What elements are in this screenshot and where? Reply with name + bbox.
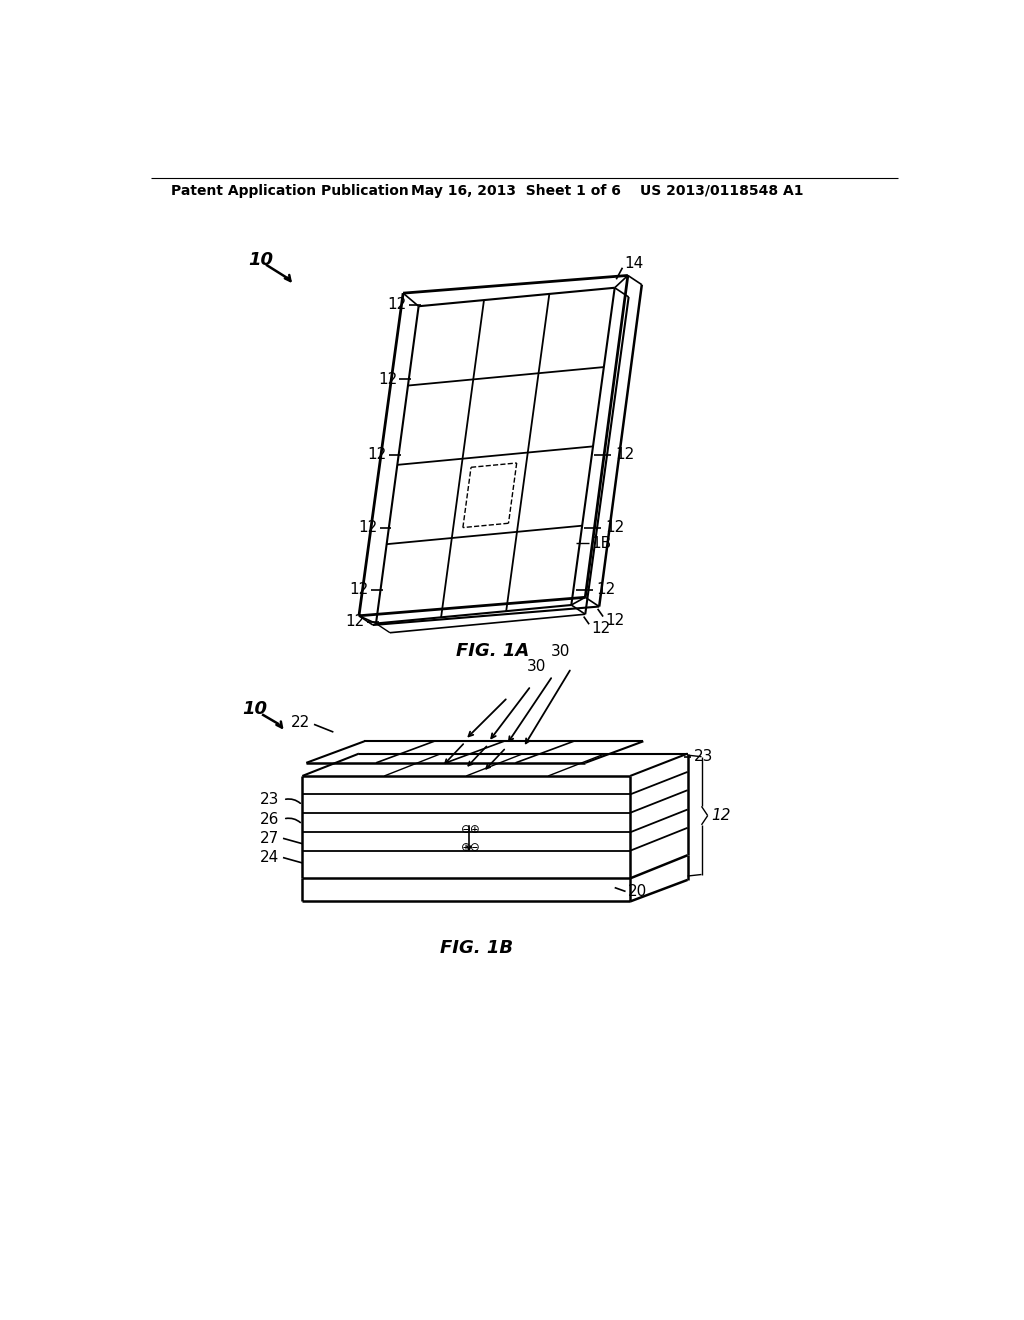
Text: 12: 12: [388, 297, 407, 313]
Text: FIG. 1B: FIG. 1B: [440, 939, 513, 957]
Text: 12: 12: [368, 447, 387, 462]
Text: 14: 14: [624, 256, 643, 272]
Text: 30: 30: [550, 644, 569, 659]
Text: 12: 12: [605, 612, 625, 628]
Text: 20: 20: [628, 884, 647, 899]
Text: 12: 12: [358, 520, 377, 536]
Text: FIG. 1A: FIG. 1A: [456, 643, 528, 660]
Text: US 2013/0118548 A1: US 2013/0118548 A1: [640, 183, 803, 198]
Text: 12: 12: [592, 620, 610, 636]
Text: ⊕⊖: ⊕⊖: [461, 841, 481, 854]
Text: 10: 10: [248, 251, 273, 269]
Text: 26: 26: [260, 812, 280, 826]
Text: 22: 22: [291, 714, 310, 730]
Text: Patent Application Publication: Patent Application Publication: [171, 183, 409, 198]
Text: 1B: 1B: [592, 536, 611, 550]
Text: 12: 12: [349, 582, 369, 597]
Text: 12: 12: [345, 614, 365, 630]
Text: 30: 30: [527, 659, 547, 675]
Text: 12: 12: [711, 808, 730, 824]
Text: 24: 24: [260, 850, 280, 865]
Text: 27: 27: [260, 830, 280, 846]
Text: 10: 10: [243, 700, 267, 718]
Text: 12: 12: [615, 447, 634, 462]
Text: 12: 12: [597, 582, 615, 597]
Text: 23: 23: [693, 750, 713, 764]
Text: ⊖⊕: ⊖⊕: [461, 822, 481, 836]
Text: 12: 12: [605, 520, 625, 536]
Text: 23: 23: [260, 792, 280, 808]
Text: May 16, 2013  Sheet 1 of 6: May 16, 2013 Sheet 1 of 6: [411, 183, 621, 198]
Text: 12: 12: [378, 372, 397, 387]
